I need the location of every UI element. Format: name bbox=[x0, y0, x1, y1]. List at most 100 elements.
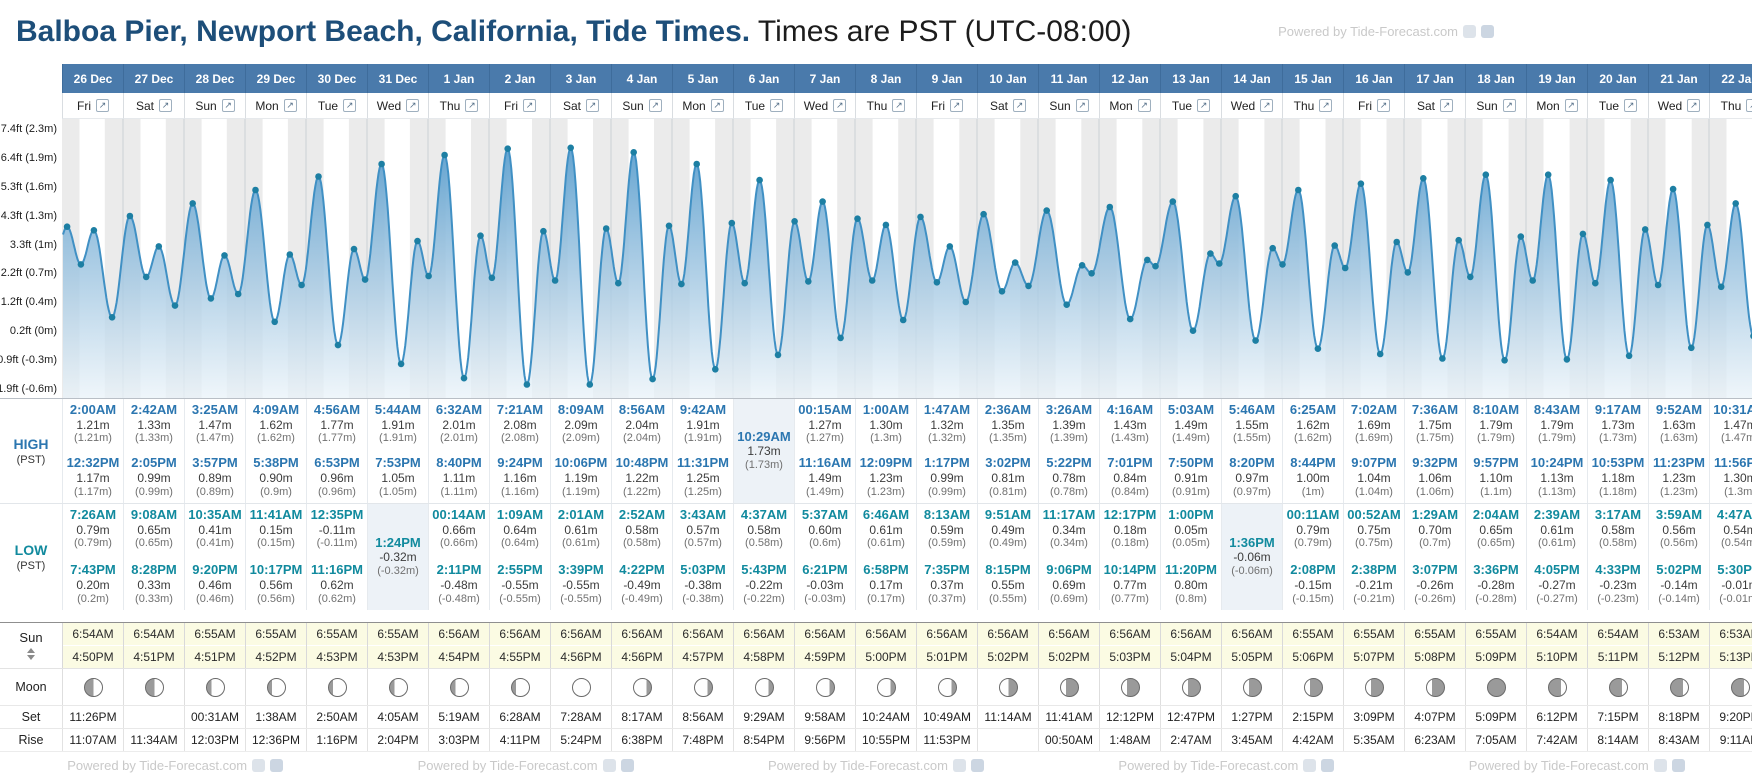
tide-entry: 5:37AM 0.60m (0.6m) bbox=[795, 507, 855, 550]
tide-time: 4:22PM bbox=[619, 562, 665, 578]
expand-day-icon[interactable]: ↗ bbox=[221, 99, 235, 112]
tide-time: 10:31AM bbox=[1713, 402, 1752, 417]
sun-times-cell: 6:55AM 5:08PM bbox=[1404, 623, 1465, 668]
tide-height-alt: (-0.32m) bbox=[377, 564, 419, 577]
moonrise-time: 4:11PM bbox=[489, 729, 550, 751]
expand-day-icon[interactable]: ↗ bbox=[710, 99, 724, 112]
weekday-label: Fri bbox=[77, 98, 91, 113]
tide-height-alt: (1.77m) bbox=[318, 432, 356, 445]
date-header-cell: 12 Jan bbox=[1099, 64, 1160, 93]
expand-day-icon[interactable]: ↗ bbox=[1440, 99, 1453, 112]
weekday-cell: Thu ↗ bbox=[428, 93, 489, 119]
weekday-cell: Mon ↗ bbox=[1526, 93, 1587, 119]
powered-by-link[interactable]: Powered by Tide-Forecast.com bbox=[768, 758, 984, 773]
moonset-time: 9:58AM bbox=[794, 706, 855, 728]
moon-cell bbox=[611, 669, 672, 705]
tide-entry: 1:00AM 1.30m (1.3m) bbox=[856, 402, 916, 445]
tide-entry: 2:04AM 0.65m (0.65m) bbox=[1466, 507, 1526, 550]
tide-height-m: 1.55m bbox=[1235, 417, 1269, 432]
tide-height-m: 1.30m bbox=[869, 417, 903, 432]
expand-day-icon[interactable]: ↗ bbox=[1137, 99, 1151, 112]
expand-day-icon[interactable]: ↗ bbox=[159, 99, 172, 112]
weekday-cell: Fri ↗ bbox=[62, 93, 123, 119]
tide-height-m: -0.21m bbox=[1355, 578, 1393, 593]
tide-time: 11:23PM bbox=[1652, 455, 1706, 471]
social-icon[interactable] bbox=[1481, 25, 1494, 38]
tide-high-cell: 1:47AM 1.32m (1.32m) 1:17PM 0.99m (0.99m) bbox=[916, 399, 977, 503]
expand-day-icon[interactable]: ↗ bbox=[1319, 99, 1333, 112]
tide-high-cell: 4:16AM 1.43m (1.43m) 7:01PM 0.84m (0.84m) bbox=[1099, 399, 1160, 503]
powered-by-link[interactable]: Powered by Tide-Forecast.com bbox=[1278, 24, 1494, 39]
date-header-cell: 5 Jan bbox=[672, 64, 733, 93]
tide-low-cell: 4:47AM0.54m(0.54m) 5:30PM-0.01m(-0.01m) bbox=[1709, 504, 1752, 610]
powered-by-link[interactable]: Powered by Tide-Forecast.com bbox=[1469, 758, 1685, 773]
expand-day-icon[interactable]: ↗ bbox=[343, 99, 357, 112]
expand-day-icon[interactable]: ↗ bbox=[1377, 99, 1390, 112]
date-header-cell: 26 Dec bbox=[62, 64, 123, 93]
expand-day-icon[interactable]: ↗ bbox=[406, 99, 420, 112]
tide-entry: 10:17PM 0.56m (0.56m) bbox=[246, 563, 306, 605]
tide-height-alt: (0.59m) bbox=[928, 537, 966, 550]
expand-day-icon[interactable]: ↗ bbox=[950, 99, 963, 112]
tide-entry: 6:46AM 0.61m (0.61m) bbox=[856, 507, 916, 550]
tide-height-alt: (-0.27m) bbox=[1536, 592, 1578, 605]
social-icon[interactable] bbox=[1463, 25, 1476, 38]
expand-day-icon[interactable]: ↗ bbox=[1197, 99, 1211, 112]
sunrise-time: 6:56AM bbox=[673, 623, 733, 646]
weekday-cell: Sat ↗ bbox=[1404, 93, 1465, 119]
tide-high-cell: 5:44AM 1.91m (1.91m) 7:53PM 1.05m (1.05m) bbox=[367, 399, 428, 503]
expand-day-icon[interactable]: ↗ bbox=[1564, 99, 1578, 112]
sunrise-time: 6:56AM bbox=[917, 623, 977, 646]
powered-by-link[interactable]: Powered by Tide-Forecast.com bbox=[67, 758, 284, 773]
tide-low-cell: 11:41AM 0.15m (0.15m) 10:17PM 0.56m (0.56m) bbox=[245, 504, 306, 610]
tide-entry: 3:02PM 0.81m (0.81m) bbox=[978, 456, 1038, 498]
tide-entry: 1:09AM 0.64m (0.64m) bbox=[490, 507, 550, 550]
tide-entry: 2:52AM 0.58m (0.58m) bbox=[612, 507, 672, 550]
expand-day-icon[interactable]: ↗ bbox=[523, 99, 536, 112]
moonset-time: 7:28AM bbox=[550, 706, 611, 728]
expand-day-icon[interactable]: ↗ bbox=[586, 99, 599, 112]
expand-day-icon[interactable]: ↗ bbox=[770, 99, 784, 112]
expand-day-icon[interactable]: ↗ bbox=[833, 99, 847, 112]
expand-day-icon[interactable]: ↗ bbox=[1075, 99, 1089, 112]
tide-high-cell: 3:26AM 1.39m (1.39m) 5:22PM 0.78m (0.78m) bbox=[1038, 399, 1099, 503]
powered-by-link[interactable]: Powered by Tide-Forecast.com bbox=[1118, 758, 1335, 773]
expand-day-icon[interactable]: ↗ bbox=[1624, 99, 1638, 112]
tide-height-alt: (0.75m) bbox=[1355, 537, 1393, 550]
expand-day-icon[interactable]: ↗ bbox=[1013, 99, 1026, 112]
moonset-time: 7:15PM bbox=[1587, 706, 1648, 728]
tide-height-m: 1.91m bbox=[686, 417, 720, 432]
moon-phase-icon bbox=[693, 677, 713, 697]
tide-time: 11:31PM bbox=[676, 455, 730, 471]
expand-day-icon[interactable]: ↗ bbox=[1260, 99, 1274, 112]
tide-height-m: 0.58m bbox=[1601, 522, 1635, 537]
expand-day-icon[interactable]: ↗ bbox=[1502, 99, 1516, 112]
expand-day-icon[interactable]: ↗ bbox=[892, 99, 906, 112]
expand-day-icon[interactable]: ↗ bbox=[283, 99, 297, 112]
tide-height-m: -0.23m bbox=[1599, 578, 1637, 593]
tide-height-alt: (0.77m) bbox=[1111, 592, 1149, 605]
tide-high-cell: 9:52AM 1.63m (1.63m) 11:23PM 1.23m (1.23m) bbox=[1648, 399, 1709, 503]
expand-day-icon[interactable]: ↗ bbox=[648, 99, 662, 112]
sunset-time: 4:54PM bbox=[429, 646, 489, 668]
tide-time: 11:56PM bbox=[1713, 455, 1752, 471]
weekday-label: Tue bbox=[317, 98, 339, 113]
expand-day-icon[interactable]: ↗ bbox=[1746, 99, 1752, 112]
powered-by-link[interactable]: Powered by Tide-Forecast.com bbox=[418, 758, 634, 773]
tide-time: 11:16PM bbox=[310, 562, 364, 578]
expand-day-icon[interactable]: ↗ bbox=[96, 99, 109, 112]
expand-day-icon[interactable]: ↗ bbox=[465, 99, 479, 112]
tide-height-alt: (1.3m) bbox=[1724, 485, 1752, 498]
tide-time: 3:26AM bbox=[1045, 402, 1093, 417]
tide-height-m: 1.69m bbox=[1357, 417, 1391, 432]
moonrise-time: 9:56PM bbox=[794, 729, 855, 751]
tide-height-alt: (1.43m) bbox=[1111, 432, 1149, 445]
tide-time: 8:09AM bbox=[557, 402, 605, 417]
sunset-time: 4:52PM bbox=[246, 646, 306, 668]
moonrise-time: 12:03PM bbox=[184, 729, 245, 751]
expand-day-icon[interactable]: ↗ bbox=[1687, 99, 1701, 112]
moon-cell bbox=[1648, 669, 1709, 705]
sun-times-cell: 6:56AM 4:55PM bbox=[489, 623, 550, 668]
sunset-time: 4:59PM bbox=[795, 646, 855, 668]
weekday-label: Wed bbox=[1230, 98, 1256, 113]
